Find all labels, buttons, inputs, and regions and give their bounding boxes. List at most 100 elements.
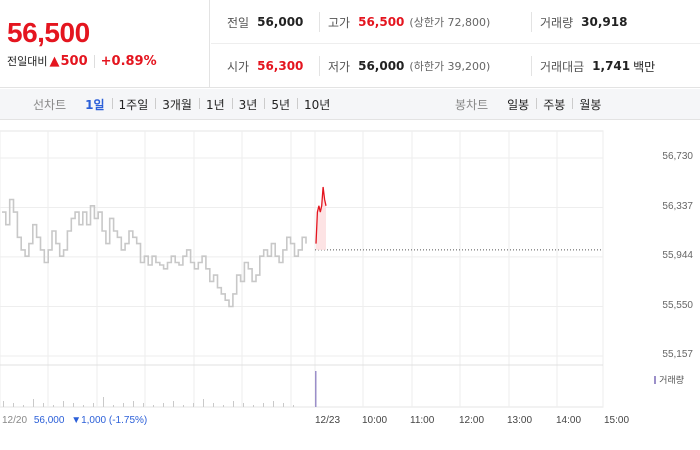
stat-prev-close: 전일 56,000: [227, 0, 303, 44]
volume-bar: [203, 399, 204, 407]
volume-bar: [83, 405, 84, 407]
volume-bar: [183, 405, 184, 407]
quote-summary: 56,500 전일대비 ▲ 500 +0.89% 전일 56,000 고가 56…: [0, 0, 700, 88]
current-price: 56,500: [7, 17, 90, 48]
change-percent: +0.89%: [100, 53, 157, 69]
prev-day-line: [2, 198, 307, 308]
volume-bar: [123, 403, 124, 407]
x-tick-label: 10:00: [362, 415, 388, 426]
volume-bar: [273, 401, 274, 407]
volume-bar: [53, 405, 54, 407]
stat-label: 고가: [328, 15, 351, 30]
stat-sub: (상한가 72,800): [409, 16, 491, 29]
x-tick-label: 11:00: [410, 415, 435, 426]
stat-low: 저가 56,000 (하한가 39,200): [328, 44, 490, 88]
period-1y[interactable]: 1년: [198, 96, 232, 113]
volume-bar: [253, 405, 254, 407]
period-3m[interactable]: 3개월: [155, 96, 199, 113]
volume-bar: [23, 405, 24, 407]
y-tick-label: 56,337: [662, 201, 693, 212]
volume-legend: 거래량: [654, 373, 684, 386]
volume-bar: [13, 403, 14, 407]
candle-chart-title: 봉차트: [455, 97, 489, 112]
stat-volume: 거래량 30,918: [540, 0, 627, 44]
price-box: 56,500 전일대비 ▲ 500 +0.89%: [0, 0, 210, 88]
stat-value: 56,500: [358, 15, 405, 29]
candle-daily[interactable]: 일봉: [507, 97, 530, 112]
stat-trade-value: 거래대금 1,741 백만: [540, 44, 655, 88]
volume-bar: [73, 403, 74, 407]
stat-value: 56,000: [358, 59, 405, 73]
volume-legend-label: 거래량: [659, 376, 684, 386]
y-tick-label: 56,730: [662, 151, 693, 162]
stat-row: 시가 56,300 저가 56,000 (하한가 39,200) 거래대금 1,…: [211, 44, 700, 88]
line-chart-periods: 선차트 1일 1주일 3개월 1년 3년 5년 10년: [33, 89, 337, 119]
stat-grid: 전일 56,000 고가 56,500 (상한가 72,800) 거래량 30,…: [211, 0, 700, 88]
volume-bar: [233, 401, 234, 407]
volume-bar: [133, 401, 134, 407]
chart-toolbar: 선차트 1일 1주일 3개월 1년 3년 5년 10년 봉차트 일봉 주봉 월봉: [0, 89, 700, 120]
stat-sub: (하한가 39,200): [409, 60, 491, 73]
volume-bar: [163, 403, 164, 407]
volume-bar: [263, 403, 264, 407]
stat-value: 1,741: [592, 59, 631, 73]
prev-day-info: 12/20 56,000 ▼1,000 (-1.75%): [2, 415, 147, 426]
x-tick-label: 13:00: [507, 415, 533, 426]
stat-label: 시가: [227, 59, 250, 74]
stat-value: 30,918: [581, 15, 628, 29]
x-tick-label: 12/23: [315, 415, 341, 426]
stat-high: 고가 56,500 (상한가 72,800): [328, 0, 490, 44]
plot-frame: [0, 130, 604, 408]
volume-bar: [3, 401, 4, 407]
volume-legend-swatch: [654, 375, 657, 384]
volume-bar: [243, 403, 244, 407]
volume-bar: [223, 405, 224, 407]
y-tick-label: 55,944: [662, 250, 693, 261]
period-5y[interactable]: 5년: [264, 96, 297, 113]
volume-bar: [293, 405, 294, 407]
x-tick-label: 14:00: [556, 415, 582, 426]
stat-label: 거래량: [540, 15, 574, 30]
prev-change: ▼1,000 (-1.75%): [71, 415, 148, 426]
stat-row: 전일 56,000 고가 56,500 (상한가 72,800) 거래량 30,…: [211, 0, 700, 44]
volume-bar: [283, 403, 284, 407]
today-area-fill: [316, 187, 326, 250]
stat-label: 전일: [227, 15, 250, 30]
line-chart-title: 선차트: [33, 97, 67, 112]
stat-unit: 백만: [633, 59, 656, 74]
up-arrow-icon: ▲: [49, 53, 60, 69]
prev-price: 56,000: [33, 415, 65, 426]
stat-value: 56,300: [257, 59, 304, 73]
change-value: 500: [60, 53, 88, 69]
volume-bar: [103, 397, 104, 407]
candle-monthly[interactable]: 월봉: [572, 96, 608, 113]
stat-value: 56,000: [257, 15, 304, 29]
period-1w[interactable]: 1주일: [111, 96, 156, 113]
volume-bar: [193, 403, 194, 407]
prev-date: 12/20: [2, 415, 28, 426]
today-price-line: [315, 186, 327, 244]
period-1d[interactable]: 1일: [85, 97, 105, 112]
stat-label: 저가: [328, 59, 351, 74]
period-10y[interactable]: 10년: [297, 96, 337, 113]
volume-bar: [63, 401, 64, 407]
volume-bar: [33, 399, 34, 407]
candle-weekly[interactable]: 주봉: [536, 96, 572, 113]
volume-bar: [93, 403, 94, 407]
divider: [531, 12, 532, 32]
period-3y[interactable]: 3년: [231, 96, 265, 113]
divider: [319, 12, 320, 32]
stat-open: 시가 56,300: [227, 44, 303, 88]
x-tick-label: 12:00: [459, 415, 485, 426]
stat-label: 거래대금: [540, 59, 585, 74]
volume-bar: [43, 403, 44, 407]
y-tick-label: 55,157: [662, 349, 693, 360]
price-chart-svg: [0, 130, 604, 408]
change-label: 전일대비: [7, 55, 48, 68]
change-row: 전일대비 ▲ 500 +0.89%: [7, 53, 157, 69]
volume-bar: [113, 405, 114, 407]
candle-chart-periods: 봉차트 일봉 주봉 월봉: [455, 89, 608, 119]
volume-bar: [173, 401, 174, 407]
divider: [531, 56, 532, 76]
volume-bar: [143, 403, 144, 407]
